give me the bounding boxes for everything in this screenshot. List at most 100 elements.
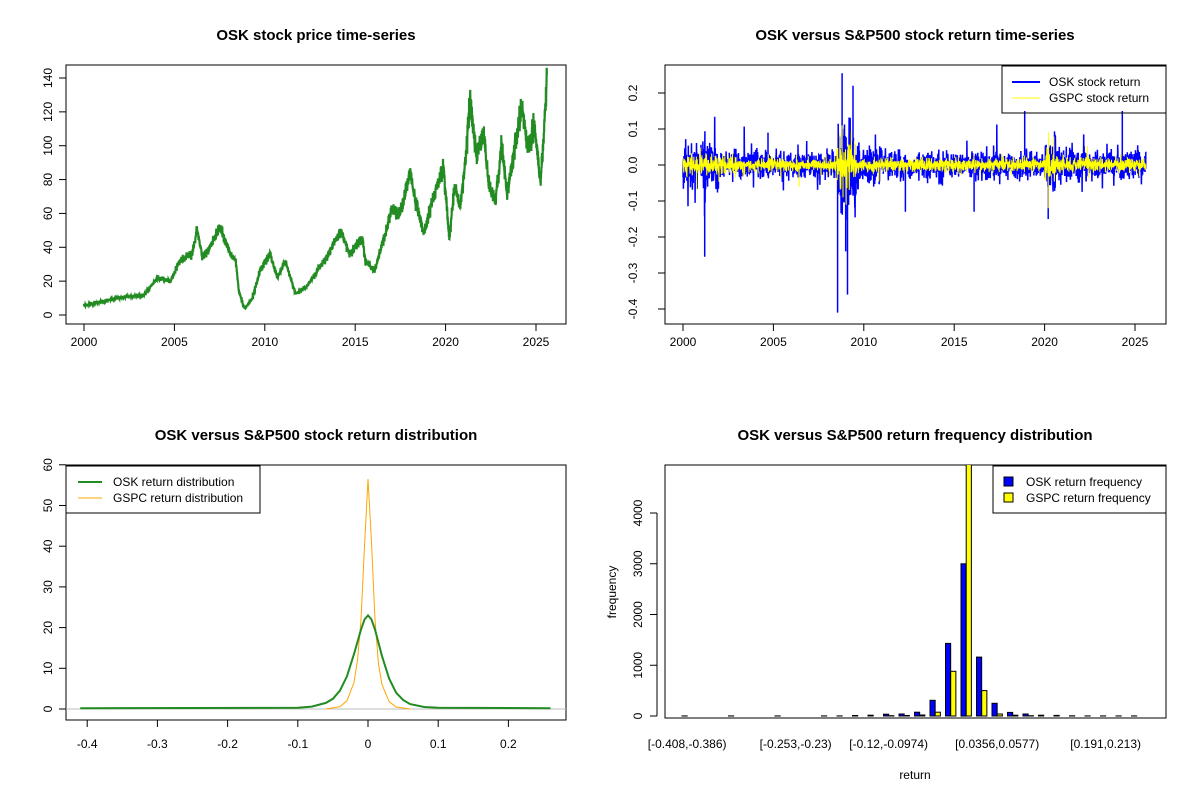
- legend-gspc-label: GSPC return frequency: [1026, 491, 1151, 505]
- osk-frequency-bar: [960, 563, 967, 717]
- frequency-legend: OSK return frequency GSPC return frequen…: [992, 465, 1167, 514]
- x-tick-label: 2010: [251, 335, 278, 349]
- y-tick-label: 40: [41, 539, 55, 553]
- y-tick-label: 80: [41, 173, 55, 187]
- gspc-frequency-bar: [934, 711, 941, 717]
- y-tick-label: 0.1: [626, 120, 640, 137]
- y-tick-label: 20: [41, 274, 55, 288]
- osk-frequency-bar: [867, 714, 874, 717]
- legend-gspc-fill-swatch: [1003, 492, 1014, 503]
- osk-frequency-bar: [914, 711, 921, 717]
- x-tick-label: 0.2: [500, 737, 517, 751]
- x-tick-label: -0.4: [77, 737, 98, 751]
- y-tick-label: 0.0: [626, 156, 640, 173]
- osk-frequency-bar: [929, 699, 936, 717]
- gspc-frequency-bar: [965, 465, 972, 717]
- y-tick-label: -0.1: [626, 190, 640, 211]
- osk-frequency-bar: [1038, 714, 1045, 717]
- gspc-frequency-bar: [903, 715, 910, 717]
- gspc-frequency-bar: [919, 714, 926, 717]
- osk-frequency-bar: [976, 656, 983, 717]
- price-chart: 2000 2005 2010 2015 2020 2025 0 20 40 60 80 100 120 1…: [41, 64, 567, 349]
- x-tick-label: 2015: [941, 335, 968, 349]
- legend-osk-label: OSK return distribution: [113, 475, 234, 489]
- x-category-label: [0.191,0.213): [1070, 737, 1141, 751]
- x-tick-label: 0: [365, 737, 372, 751]
- legend-gspc-label: GSPC return distribution: [113, 491, 243, 505]
- legend-gspc-label: GSPC stock return: [1049, 91, 1149, 105]
- y-tick-label: 3000: [631, 550, 645, 577]
- gspc-frequency-bar: [996, 713, 1003, 717]
- osk-frequency-bar: [1007, 711, 1014, 717]
- y-tick-label: 1000: [631, 652, 645, 679]
- x-category-label: [-0.12,-0.0974): [849, 737, 928, 751]
- x-tick-label: 2025: [1122, 335, 1149, 349]
- x-category-label: [-0.408,-0.386): [648, 737, 727, 751]
- frequency-chart-title: OSK versus S&P500 return frequency distr…: [737, 427, 1092, 444]
- osk-frequency-bar: [945, 642, 952, 717]
- y-tick-label: 30: [41, 580, 55, 594]
- y-tick-label: 60: [41, 458, 55, 472]
- osk-frequency-bar: [852, 715, 859, 717]
- x-tick-label: 2020: [1031, 335, 1058, 349]
- x-tick-label: -0.1: [287, 737, 308, 751]
- osk-frequency-bar: [991, 702, 998, 717]
- x-tick-label: 2005: [161, 335, 188, 349]
- y-axis-label: frequency: [605, 566, 619, 619]
- y-tick-label: 40: [41, 240, 55, 254]
- y-tick-label: 0: [631, 712, 645, 719]
- y-tick-label: 4000: [631, 499, 645, 526]
- legend-osk-label: OSK return frequency: [1026, 475, 1142, 489]
- x-tick-label: 2015: [342, 335, 369, 349]
- y-tick-label: -0.4: [626, 298, 640, 319]
- y-tick-label: 120: [41, 102, 55, 122]
- x-category-label: [0.0356,0.0577): [955, 737, 1039, 751]
- legend-osk-fill-swatch: [1003, 476, 1014, 487]
- gspc-return-line: [682, 125, 1147, 209]
- y-tick-label: -0.2: [626, 226, 640, 247]
- y-tick-label: 10: [41, 661, 55, 675]
- gspc-frequency-bar: [981, 690, 988, 717]
- x-tick-label: -0.2: [217, 737, 238, 751]
- osk-frequency-bar: [883, 713, 890, 717]
- price-chart-title: OSK stock price time-series: [216, 27, 415, 44]
- return-timeseries-title: OSK versus S&P500 stock return time-seri…: [755, 27, 1074, 44]
- y-tick-label: 60: [41, 206, 55, 220]
- x-tick-label: -0.3: [147, 737, 168, 751]
- distribution-legend: OSK return distribution GSPC return dist…: [65, 465, 261, 514]
- y-tick-label: 2000: [631, 601, 645, 628]
- distribution-chart-title: OSK versus S&P500 stock return distribut…: [155, 427, 478, 444]
- x-tick-label: 2025: [523, 335, 550, 349]
- gspc-frequency-bar: [1012, 714, 1019, 717]
- x-tick-label: 0.1: [430, 737, 447, 751]
- y-tick-label: -0.3: [626, 262, 640, 283]
- return-timeseries-chart: 2000 2005 2010 2015 2020 2025 -0.4 -0.3 -0.2 -0.1…: [626, 64, 1167, 349]
- osk-price-line: [82, 67, 548, 311]
- x-tick-label: 2010: [850, 335, 877, 349]
- osk-frequency-bar: [898, 713, 905, 717]
- y-tick-label: 50: [41, 499, 55, 513]
- x-tick-label: 2005: [760, 335, 787, 349]
- plot-frame: [664, 464, 1167, 719]
- osk-frequency-bar: [1022, 713, 1029, 717]
- distribution-chart: -0.4 -0.3 -0.2 -0.1 0 0.1 0.2 0 10 20 30 40 50 60: [41, 458, 567, 751]
- y-tick-label: 0: [41, 705, 55, 712]
- x-tick-label: 2020: [432, 335, 459, 349]
- y-tick-label: 20: [41, 621, 55, 635]
- x-category-label: [-0.253,-0.23): [760, 737, 832, 751]
- y-tick-label: 0.2: [626, 84, 640, 101]
- gspc-density-line: [325, 478, 411, 710]
- x-tick-label: 2000: [670, 335, 697, 349]
- y-tick-label: 0: [41, 311, 55, 318]
- gspc-frequency-bar: [950, 670, 957, 717]
- y-tick-label: 100: [41, 135, 55, 155]
- legend-osk-label: OSK stock return: [1049, 75, 1140, 89]
- osk-frequency-bar: [1053, 714, 1060, 717]
- osk-density-line: [80, 613, 551, 710]
- return-timeseries-legend: OSK stock return GSPC stock return: [1001, 65, 1167, 114]
- y-tick-label: 140: [41, 68, 55, 88]
- x-tick-label: 2000: [71, 335, 98, 349]
- x-axis-label: return: [899, 768, 930, 782]
- frequency-chart: 0 1000 2000 3000 4000 [-0.408,-0.386) [-0.253,…: [631, 464, 1167, 751]
